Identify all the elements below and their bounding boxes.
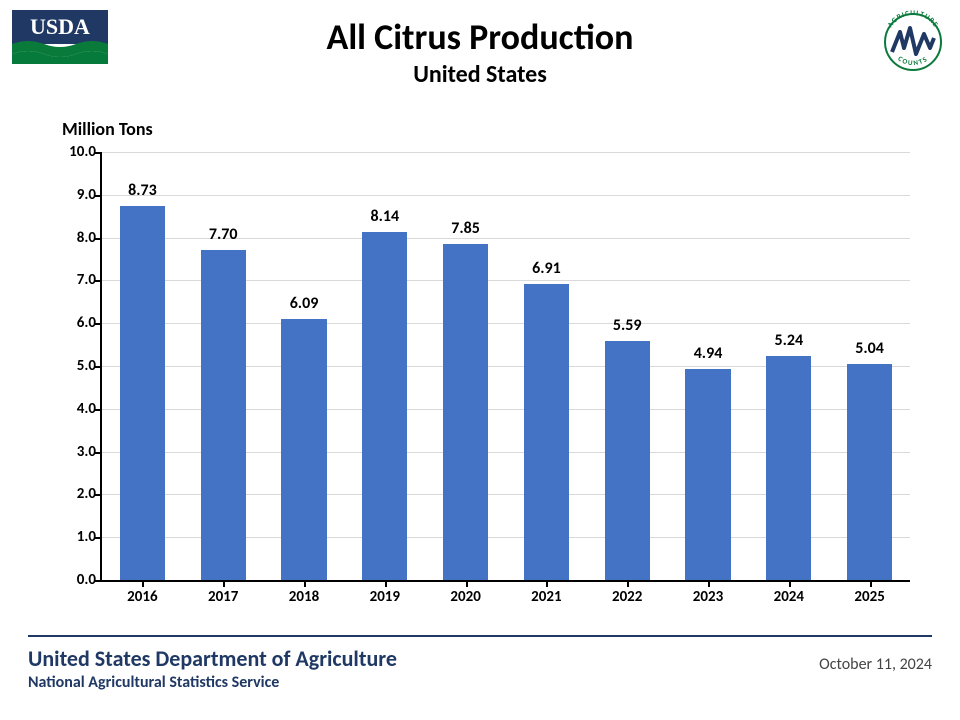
y-tick-label: 0.0 bbox=[77, 571, 96, 589]
bar-value-label: 8.14 bbox=[370, 207, 399, 226]
bar bbox=[847, 364, 892, 580]
bar-value-label: 6.09 bbox=[290, 294, 319, 313]
y-tick-label: 1.0 bbox=[77, 528, 96, 546]
x-tick-label: 2018 bbox=[289, 588, 319, 606]
bar-value-label: 5.04 bbox=[855, 339, 884, 358]
x-tick-mark bbox=[385, 580, 387, 587]
x-tick-mark bbox=[870, 580, 872, 587]
y-tick-mark bbox=[95, 494, 102, 496]
footer-date: October 11, 2024 bbox=[819, 655, 932, 674]
x-tick-mark bbox=[142, 580, 144, 587]
bar bbox=[685, 369, 730, 580]
y-tick-label: 5.0 bbox=[77, 357, 96, 375]
grid-line bbox=[102, 195, 910, 196]
bar bbox=[362, 232, 407, 580]
bar bbox=[120, 206, 165, 580]
page-root: USDA AGRICULTURE COUNTS All Citrus Produ… bbox=[0, 0, 960, 720]
y-tick-mark bbox=[95, 580, 102, 582]
x-tick-mark bbox=[304, 580, 306, 587]
y-tick-label: 6.0 bbox=[77, 314, 96, 332]
bar-value-label: 6.91 bbox=[532, 259, 561, 278]
bar bbox=[524, 284, 569, 580]
bar bbox=[766, 356, 811, 580]
bar-value-label: 7.85 bbox=[451, 219, 480, 238]
x-tick-label: 2024 bbox=[774, 588, 804, 606]
x-tick-label: 2017 bbox=[208, 588, 238, 606]
y-tick-mark bbox=[95, 238, 102, 240]
y-tick-mark bbox=[95, 452, 102, 454]
x-tick-label: 2019 bbox=[370, 588, 400, 606]
y-tick-label: 10.0 bbox=[69, 143, 96, 161]
bar-value-label: 5.59 bbox=[613, 316, 642, 335]
x-tick-label: 2023 bbox=[693, 588, 723, 606]
x-tick-label: 2021 bbox=[531, 588, 561, 606]
bar bbox=[605, 341, 650, 580]
y-tick-mark bbox=[95, 195, 102, 197]
bar bbox=[281, 319, 326, 580]
y-axis-title: Million Tons bbox=[62, 118, 153, 140]
chart-subtitle: United States bbox=[0, 60, 960, 89]
bar bbox=[443, 244, 488, 580]
x-tick-label: 2016 bbox=[127, 588, 157, 606]
bar-value-label: 5.24 bbox=[774, 331, 803, 350]
bar-value-label: 4.94 bbox=[694, 344, 723, 363]
y-tick-label: 2.0 bbox=[77, 485, 96, 503]
y-tick-mark bbox=[95, 537, 102, 539]
grid-line bbox=[102, 152, 910, 153]
footer-dept: United States Department of Agriculture bbox=[28, 645, 932, 672]
x-tick-mark bbox=[546, 580, 548, 587]
x-tick-label: 2025 bbox=[854, 588, 884, 606]
bar-chart: 0.01.02.03.04.05.06.07.08.09.010.08.7320… bbox=[100, 152, 910, 582]
x-tick-mark bbox=[708, 580, 710, 587]
y-tick-mark bbox=[95, 280, 102, 282]
chart-title-block: All Citrus Production United States bbox=[0, 18, 960, 89]
y-tick-label: 3.0 bbox=[77, 443, 96, 461]
footer-block: United States Department of Agriculture … bbox=[28, 639, 932, 692]
y-tick-label: 4.0 bbox=[77, 400, 96, 418]
bar-value-label: 7.70 bbox=[209, 225, 238, 244]
y-tick-label: 8.0 bbox=[77, 229, 96, 247]
y-tick-label: 9.0 bbox=[77, 186, 96, 204]
x-tick-mark bbox=[223, 580, 225, 587]
y-tick-mark bbox=[95, 409, 102, 411]
bar-value-label: 8.73 bbox=[128, 181, 157, 200]
x-tick-mark bbox=[466, 580, 468, 587]
x-tick-label: 2022 bbox=[612, 588, 642, 606]
footer-service: National Agricultural Statistics Service bbox=[28, 673, 932, 692]
x-tick-label: 2020 bbox=[450, 588, 480, 606]
footer-divider bbox=[28, 635, 932, 637]
y-tick-label: 7.0 bbox=[77, 271, 96, 289]
y-tick-mark bbox=[95, 366, 102, 368]
x-tick-mark bbox=[789, 580, 791, 587]
plot-area: 0.01.02.03.04.05.06.07.08.09.010.08.7320… bbox=[100, 152, 910, 582]
bar bbox=[201, 250, 246, 580]
x-tick-mark bbox=[627, 580, 629, 587]
y-tick-mark bbox=[95, 323, 102, 325]
chart-title: All Citrus Production bbox=[0, 18, 960, 58]
